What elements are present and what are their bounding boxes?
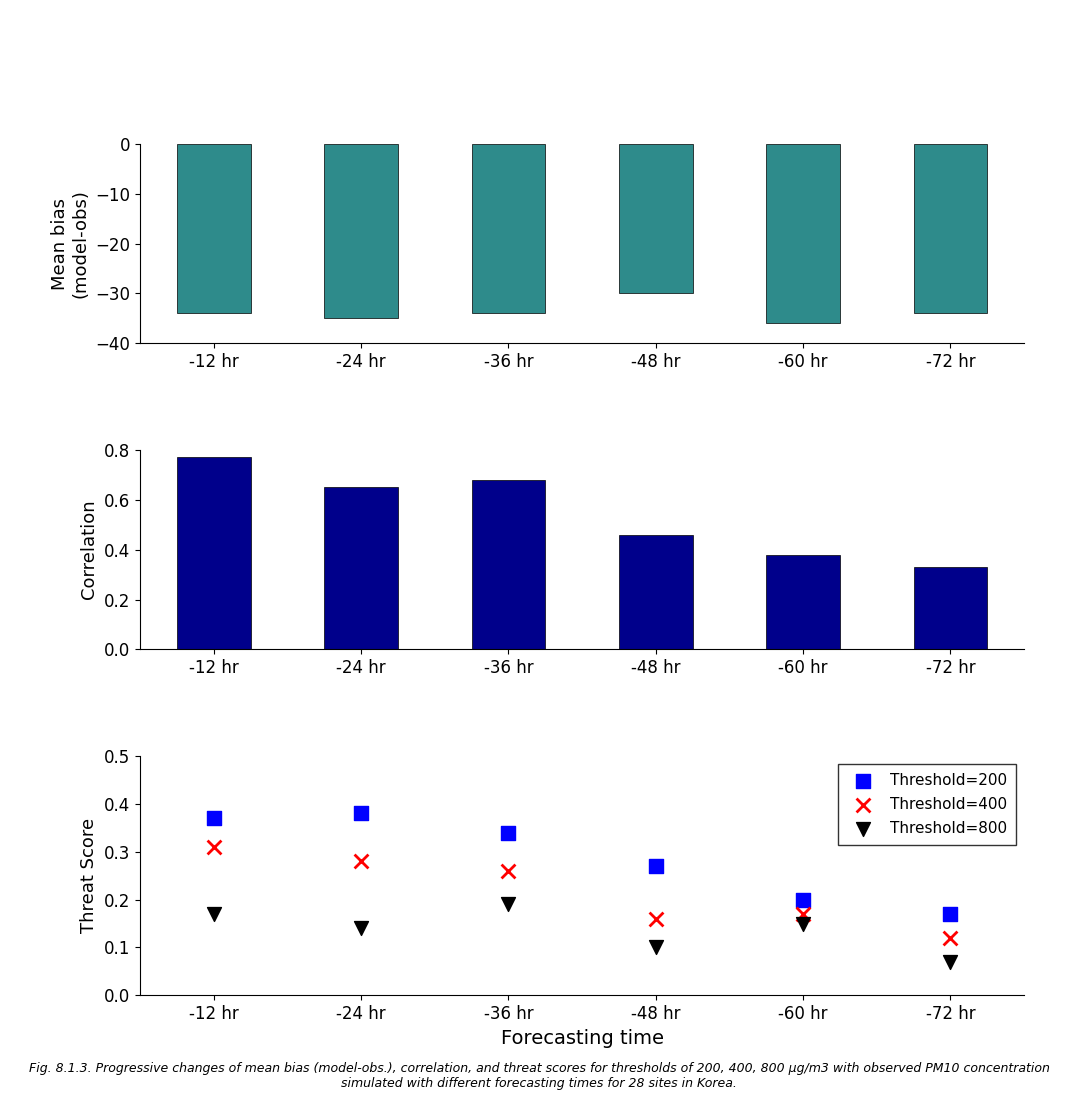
Threshold=200 (500, 824, 517, 842)
Bar (324, 144, 398, 319)
Threshold=800 (205, 905, 222, 922)
Bar (766, 144, 840, 323)
Bar (914, 567, 987, 649)
Bar (324, 488, 398, 649)
Threshold=800 (647, 939, 664, 957)
Y-axis label: Mean bias
(model-obs): Mean bias (model-obs) (51, 189, 89, 298)
Bar (619, 534, 692, 649)
Y-axis label: Correlation: Correlation (81, 500, 98, 599)
Bar (177, 144, 250, 313)
Threshold=400 (353, 853, 370, 870)
Threshold=800 (500, 896, 517, 914)
Threshold=400 (205, 838, 222, 856)
Bar (472, 480, 545, 649)
Bar (472, 144, 545, 313)
Bar (914, 144, 987, 313)
X-axis label: Forecasting time: Forecasting time (500, 1029, 664, 1047)
Y-axis label: Threat Score: Threat Score (81, 818, 98, 933)
Threshold=200 (353, 804, 370, 822)
Threshold=400 (942, 929, 959, 947)
Threshold=400 (500, 862, 517, 879)
Threshold=800 (942, 953, 959, 971)
Threshold=400 (794, 905, 812, 922)
Legend: Threshold=200, Threshold=400, Threshold=800: Threshold=200, Threshold=400, Threshold=… (839, 763, 1017, 845)
Threshold=200 (942, 905, 959, 922)
Threshold=200 (647, 857, 664, 875)
Threshold=200 (794, 890, 812, 908)
Text: Fig. 8.1.3. Progressive changes of mean bias (model-obs.), correlation, and thre: Fig. 8.1.3. Progressive changes of mean … (28, 1062, 1050, 1089)
Threshold=800 (353, 919, 370, 937)
Bar (177, 457, 250, 649)
Bar (619, 144, 692, 293)
Threshold=200 (205, 810, 222, 827)
Threshold=800 (794, 915, 812, 932)
Bar (766, 554, 840, 649)
Threshold=400 (647, 910, 664, 928)
